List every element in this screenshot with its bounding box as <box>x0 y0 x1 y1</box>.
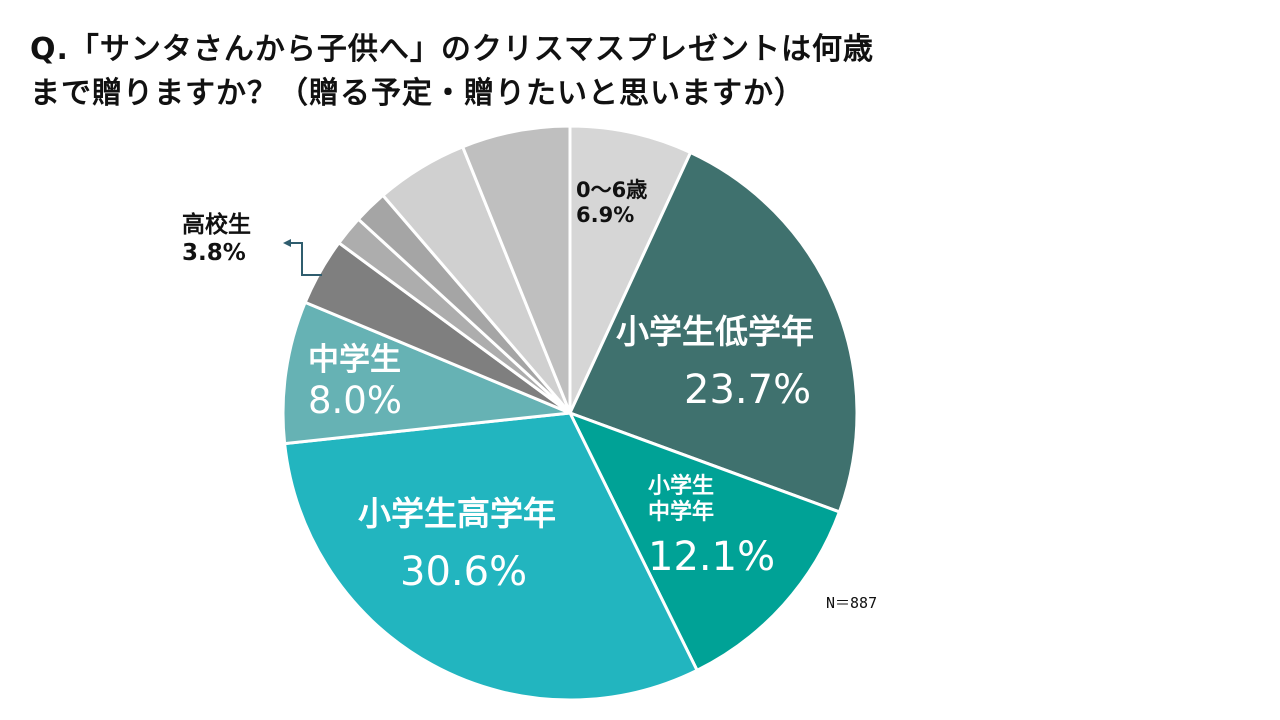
title-line-1: Q.「サンタさんから子供へ」のクリスマスプレゼントは何歳 <box>30 32 874 67</box>
label-kougakunen: 小学生高学年 30.6% <box>358 494 556 596</box>
pie-slice-3 <box>282 411 700 702</box>
slice-value: 23.7% <box>684 366 812 413</box>
slice-value: 3.8% <box>182 239 246 266</box>
label-koukousei: 高校生 3.8% <box>182 212 251 267</box>
slice-label: 中学年 <box>648 500 715 526</box>
pie-slice-0 <box>568 124 693 414</box>
slice-label: 中学生 <box>308 342 401 378</box>
pie-slice-4 <box>281 300 571 446</box>
slice-label: 小学生 <box>648 474 715 499</box>
slice-value: 12.1% <box>648 533 776 580</box>
slice-label: 高校生 <box>182 212 251 238</box>
slice-value: 30.6% <box>400 548 528 595</box>
pie-slice-9 <box>460 124 572 414</box>
leader-arrow-icon <box>283 239 291 247</box>
slice-label: 0〜6歳 <box>576 178 648 202</box>
label-teigakunen: 小学生低学年 23.7% <box>616 312 814 414</box>
pie-slice-2 <box>566 410 842 673</box>
slice-value: 6.9% <box>576 203 635 228</box>
label-0-6: 0〜6歳 6.9% <box>576 178 647 228</box>
label-chuugakunen: 小学生 中学年 12.1% <box>648 474 775 581</box>
slice-label: 小学生低学年 <box>616 312 814 351</box>
pie-slice-1 <box>567 150 859 514</box>
slice-label: 小学生高学年 <box>358 494 556 533</box>
sample-size-note: N＝887 <box>826 594 878 612</box>
leader-line-koukousei <box>290 242 322 276</box>
label-chuugakusei: 中学生 8.0% <box>308 342 402 424</box>
title-line-2: まで贈りますか？（贈る予定・贈りたいと思いますか） <box>30 76 805 111</box>
slice-value: 8.0% <box>308 379 402 423</box>
chart-title: Q.「サンタさんから子供へ」のクリスマスプレゼントは何歳 まで贈りますか？（贈る… <box>30 28 874 116</box>
